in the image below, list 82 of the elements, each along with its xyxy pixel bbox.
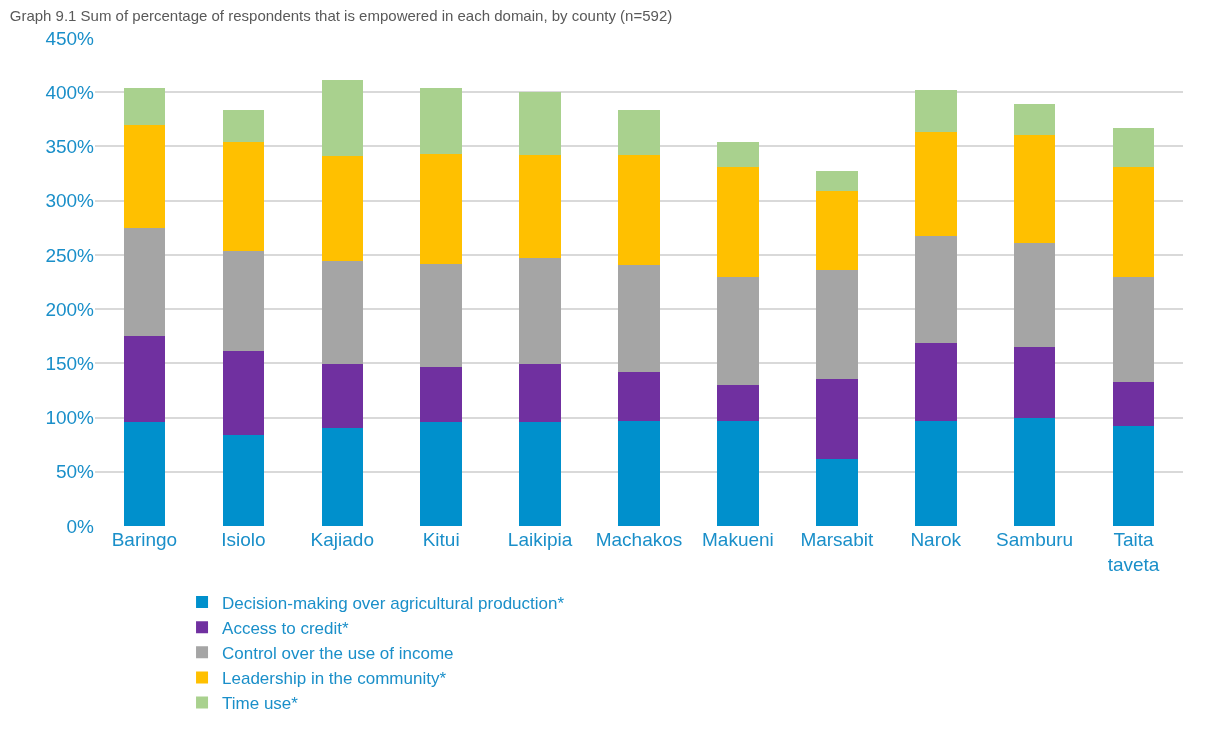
bar — [717, 385, 759, 421]
bar — [1013, 242, 1056, 348]
legend-label: Time use* — [222, 694, 299, 714]
chart-title: Graph 9.1 Sum of percentage of respondents that is empowered in each domain, by county (n=592) — [9, 7, 673, 25]
x-tick-label: Samburu — [996, 529, 1074, 550]
bar — [123, 87, 166, 125]
y-tick-label: 300% — [45, 190, 95, 212]
bar — [1112, 276, 1155, 382]
bar — [420, 421, 462, 526]
bar — [420, 154, 462, 264]
y-tick-label: 150% — [45, 352, 95, 374]
x-tick-label: Kitui — [422, 529, 460, 550]
y-tick-label: 250% — [45, 244, 95, 266]
y-tick-label: 200% — [45, 298, 95, 320]
bar — [816, 270, 858, 379]
bar — [321, 156, 364, 262]
bar — [321, 261, 364, 365]
bar — [914, 90, 957, 133]
bar — [222, 250, 265, 352]
bar — [717, 142, 759, 168]
bar — [1112, 381, 1155, 427]
bar — [1112, 128, 1155, 168]
y-tick-label: 450% — [45, 27, 95, 49]
bar — [321, 428, 364, 526]
bar — [420, 263, 462, 367]
y-tick-label: 100% — [45, 407, 95, 429]
bar — [816, 378, 858, 459]
bar — [519, 92, 561, 156]
x-tick-label: Taita taveta — [1107, 529, 1160, 575]
bar — [1112, 167, 1155, 277]
bar — [914, 132, 957, 237]
bar — [1112, 426, 1155, 526]
bar — [816, 458, 858, 526]
y-tick-label: 400% — [45, 81, 95, 103]
bar — [123, 124, 166, 228]
bar — [914, 342, 957, 421]
bar — [519, 421, 561, 526]
bar — [420, 87, 462, 155]
legend-label: Access to credit* — [222, 618, 350, 638]
bar — [1013, 104, 1056, 135]
bar — [1013, 417, 1056, 526]
bar — [717, 167, 759, 277]
legend-label: Leadership in the community* — [222, 669, 447, 689]
bar — [222, 142, 265, 251]
bar — [420, 366, 462, 422]
bar — [1013, 134, 1056, 243]
y-tick-label: 0% — [66, 515, 95, 537]
bar — [914, 236, 957, 343]
y-tick-label: 350% — [45, 136, 95, 158]
bar — [914, 420, 957, 526]
bar — [222, 351, 265, 435]
x-tick-label: Baringo — [111, 529, 178, 550]
bar — [1013, 347, 1056, 418]
bar — [222, 434, 265, 526]
x-tick-label: Isiolo — [221, 529, 266, 550]
x-tick-label: Makueni — [702, 529, 774, 550]
bar — [519, 155, 561, 259]
x-tick-label: Kajiado — [310, 529, 374, 550]
x-tick-label: Machakos — [595, 529, 683, 550]
bar — [519, 258, 561, 365]
legend-label: Control over the use of income — [222, 643, 454, 663]
bar — [123, 421, 166, 526]
bar — [618, 420, 660, 526]
bar — [618, 372, 660, 421]
x-tick-label: Narok — [910, 529, 962, 550]
bar — [123, 336, 166, 422]
bar — [618, 264, 660, 373]
legend-label: Decision-making over agricultural production* — [222, 593, 565, 613]
bar — [618, 155, 660, 265]
bar — [717, 420, 759, 526]
bar — [321, 80, 364, 157]
bar — [123, 227, 166, 337]
bar — [816, 190, 858, 271]
bar — [618, 109, 660, 156]
x-tick-label: Laikipia — [507, 529, 573, 550]
bar — [321, 364, 364, 429]
x-tick-label: Marsabit — [800, 529, 874, 550]
bar — [717, 276, 759, 386]
bar — [519, 364, 561, 422]
bar — [222, 109, 265, 143]
bar — [816, 171, 858, 191]
y-tick-label: 50% — [55, 461, 95, 483]
